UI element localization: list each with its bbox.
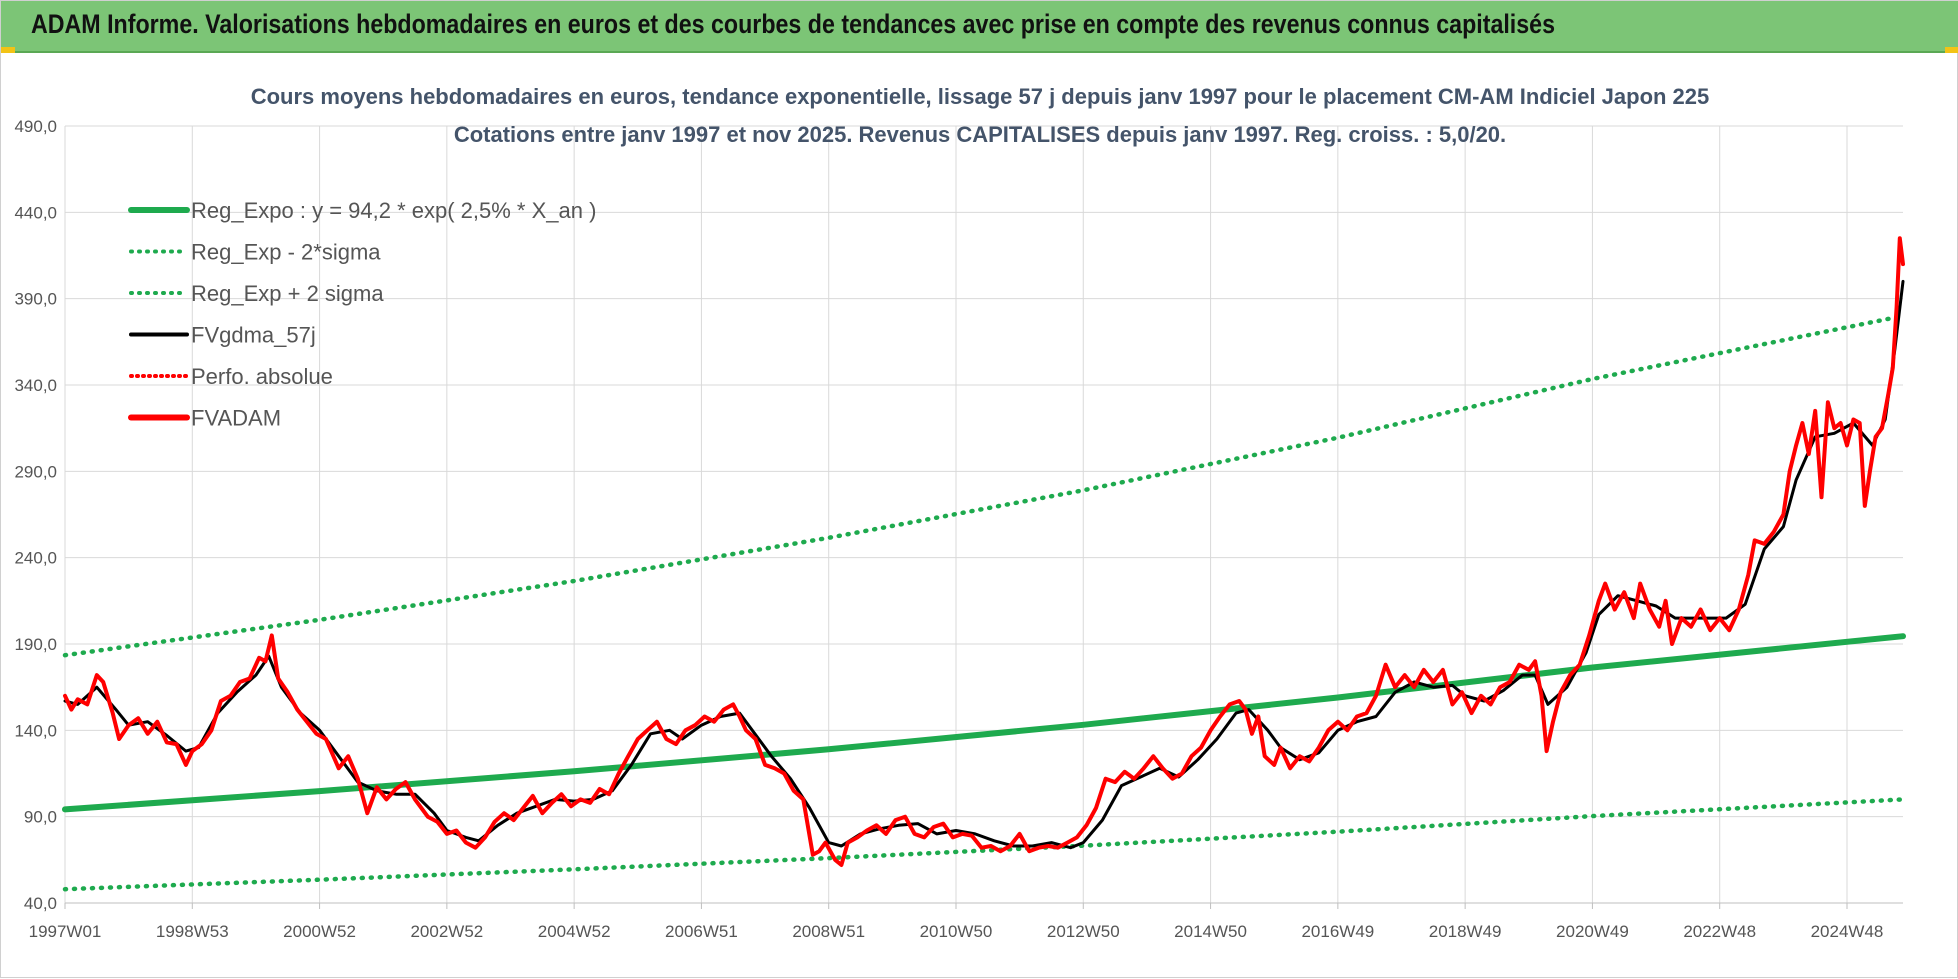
lower-band-line bbox=[62, 797, 1906, 892]
x-tick-label: 2016W49 bbox=[1301, 922, 1374, 941]
x-tick-label: 2014W50 bbox=[1174, 922, 1247, 941]
x-axis: 1997W01 1998W53 2000W52 2002W52 2004W52 2006W… bbox=[29, 902, 1903, 941]
y-tick-label: 190,0 bbox=[14, 635, 57, 654]
y-tick-label: 440,0 bbox=[14, 203, 57, 222]
legend-label: Reg_Expo : y = 94,2 * exp( 2,5% * X_an ) bbox=[191, 198, 596, 223]
banner-title: ADAM Informe. Valorisations hebdomadaire… bbox=[31, 9, 1556, 39]
x-tick-label: 2010W50 bbox=[920, 922, 993, 941]
x-tick-label: 2006W51 bbox=[665, 922, 738, 941]
x-tick-label: 2012W50 bbox=[1047, 922, 1120, 941]
legend-label: FVgdma_57j bbox=[191, 323, 316, 348]
x-tick-label: 2022W48 bbox=[1683, 922, 1756, 941]
x-tick-label: 2018W49 bbox=[1429, 922, 1502, 941]
x-tick-label: 2024W48 bbox=[1811, 922, 1884, 941]
y-tick-label: 140,0 bbox=[14, 721, 57, 740]
x-tick-label: 2008W51 bbox=[792, 922, 865, 941]
upper-band-line bbox=[62, 313, 1906, 658]
corner-mark-left bbox=[1, 47, 15, 53]
legend-label: FVADAM bbox=[191, 406, 281, 431]
y-tick-label: 490,0 bbox=[14, 117, 57, 136]
legend-label: Reg_Exp - 2*sigma bbox=[191, 240, 381, 265]
y-tick-label: 390,0 bbox=[14, 290, 57, 309]
chart-title: Cours moyens hebdomadaires en euros, ten… bbox=[251, 84, 1710, 109]
corner-mark-right bbox=[1945, 47, 1958, 53]
y-tick-label: 340,0 bbox=[14, 376, 57, 395]
x-tick-label: 2000W52 bbox=[283, 922, 356, 941]
plot-area bbox=[62, 236, 1906, 892]
chart-subtitle: Cotations entre janv 1997 et nov 2025. R… bbox=[454, 122, 1506, 147]
fvadam-line bbox=[63, 236, 1905, 867]
legend-label: Reg_Exp + 2 sigma bbox=[191, 281, 384, 306]
y-tick-label: 290,0 bbox=[14, 462, 57, 481]
x-tick-label: 2004W52 bbox=[538, 922, 611, 941]
y-tick-label: 90,0 bbox=[24, 808, 57, 827]
x-tick-label: 1998W53 bbox=[156, 922, 229, 941]
y-tick-label: 40,0 bbox=[24, 894, 57, 913]
legend-label: Perfo. absolue bbox=[191, 364, 333, 389]
y-tick-label: 240,0 bbox=[14, 549, 57, 568]
header-banner: ADAM Informe. Valorisations hebdomadaire… bbox=[1, 1, 1958, 53]
x-tick-label: 1997W01 bbox=[29, 922, 102, 941]
x-tick-label: 2020W49 bbox=[1556, 922, 1629, 941]
x-tick-label: 2002W52 bbox=[410, 922, 483, 941]
legend: Reg_Expo : y = 94,2 * exp( 2,5% * X_an )… bbox=[128, 198, 596, 431]
trend-line bbox=[62, 633, 1906, 813]
y-axis: 40,0 90,0 140,0 190,0 240,0 290,0 340,0 390,0 44… bbox=[14, 117, 57, 913]
